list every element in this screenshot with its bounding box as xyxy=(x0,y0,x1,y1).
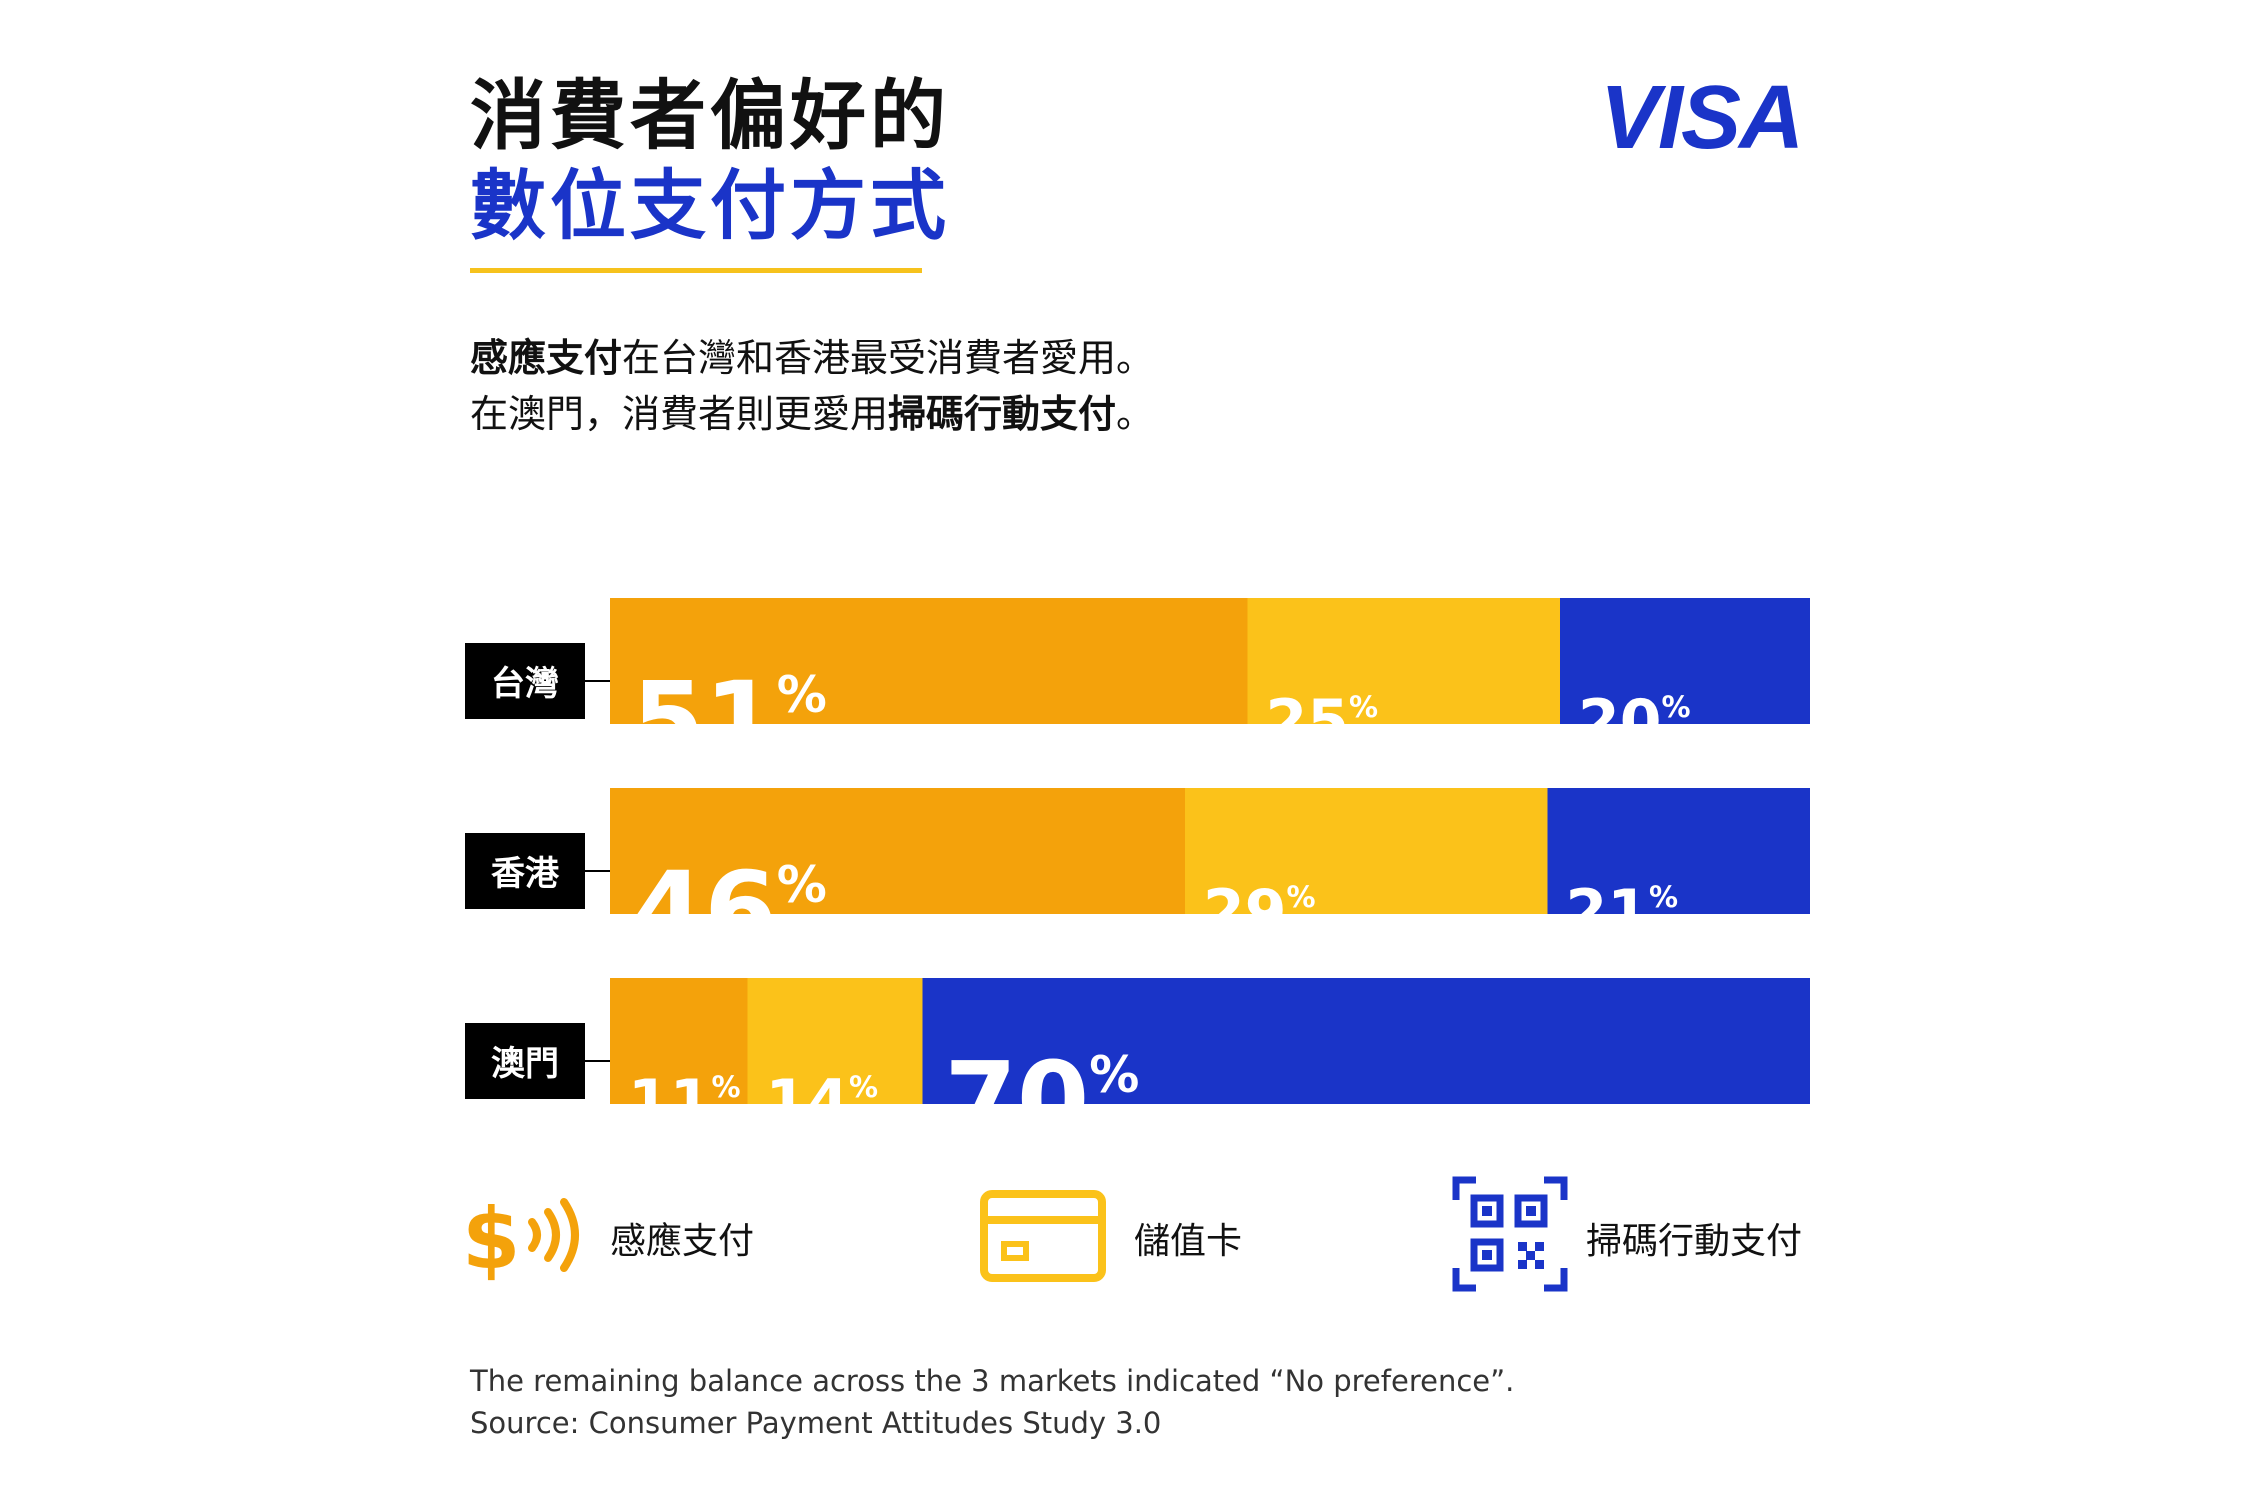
subtitle: 感應支付在台灣和香港最受消費者愛用。 在澳門，消費者則更愛用掃碼行動支付。 xyxy=(470,330,1154,442)
svg-text:$: $ xyxy=(462,1190,520,1288)
qr-code-icon xyxy=(1452,1176,1568,1292)
data-label: 46% xyxy=(632,849,827,971)
contactless-dollar-icon: $ xyxy=(462,1190,579,1288)
legend-label-contactless: 感應支付 xyxy=(610,1221,755,1262)
bar-segment xyxy=(610,788,1185,914)
data-label: 14% xyxy=(766,1067,879,1137)
legend-item-stored-value: 儲值卡 xyxy=(978,1180,1298,1290)
bar-segment xyxy=(610,598,1248,724)
bar-segment xyxy=(1247,598,1560,724)
data-label: 21% xyxy=(1566,877,1679,947)
legend-item-qr: 掃碼行動支付 xyxy=(1452,1176,1812,1292)
data-label: 25% xyxy=(1266,687,1379,757)
legend-label-qr: 掃碼行動支付 xyxy=(1586,1221,1803,1262)
data-label: 70% xyxy=(945,1039,1140,1160)
category-label-bg xyxy=(465,833,585,909)
card-icon xyxy=(980,1190,1106,1282)
title-underline xyxy=(470,268,922,273)
footnote: The remaining balance across the 3 marke… xyxy=(470,1360,1514,1444)
subtitle-text-1: 在台灣和香港最受消費者愛用。 xyxy=(622,336,1155,380)
bar-segment xyxy=(1560,598,1810,724)
stacked-bar-chart: 台灣 51% 25% 20% 香港 46% 29% 21% 澳門 11% 14% 70% xyxy=(465,598,1810,1160)
bar-segment xyxy=(747,978,923,1104)
subtitle-text-3: 。 xyxy=(1116,392,1155,436)
category-label: 台灣 xyxy=(491,664,559,704)
subtitle-text-2: 在澳門，消費者則更愛用 xyxy=(470,392,889,436)
legend-label-stored-value: 儲值卡 xyxy=(1134,1221,1243,1262)
subtitle-line-1: 感應支付在台灣和香港最受消費者愛用。 xyxy=(470,330,1154,386)
data-label: 29% xyxy=(1203,877,1316,947)
data-label: 20% xyxy=(1578,687,1691,757)
visa-logo: VISA xyxy=(1600,68,1804,168)
bar-segment xyxy=(610,978,748,1104)
data-label: 11% xyxy=(628,1067,741,1137)
bar-segment xyxy=(1547,788,1810,914)
bar-segment xyxy=(1185,788,1548,914)
category-label-bg xyxy=(465,1023,585,1099)
legend-item-contactless: $ 感應支付 xyxy=(462,1180,782,1290)
title-line-2: 數位支付方式 xyxy=(470,161,950,250)
title-line-1: 消費者偏好的 xyxy=(470,71,950,160)
footnote-line-2: Source: Consumer Payment Attitudes Study… xyxy=(470,1406,1162,1440)
subtitle-bold-2: 掃碼行動支付 xyxy=(888,392,1117,436)
subtitle-bold-1: 感應支付 xyxy=(470,336,623,380)
category-label: 澳門 xyxy=(491,1044,559,1084)
data-label: 51% xyxy=(632,659,827,781)
bar-segment xyxy=(922,978,1810,1104)
footnote-line-1: The remaining balance across the 3 marke… xyxy=(470,1364,1515,1398)
category-label: 香港 xyxy=(491,854,560,894)
category-label-bg xyxy=(465,643,585,719)
subtitle-line-2: 在澳門，消費者則更愛用掃碼行動支付。 xyxy=(470,386,1154,442)
